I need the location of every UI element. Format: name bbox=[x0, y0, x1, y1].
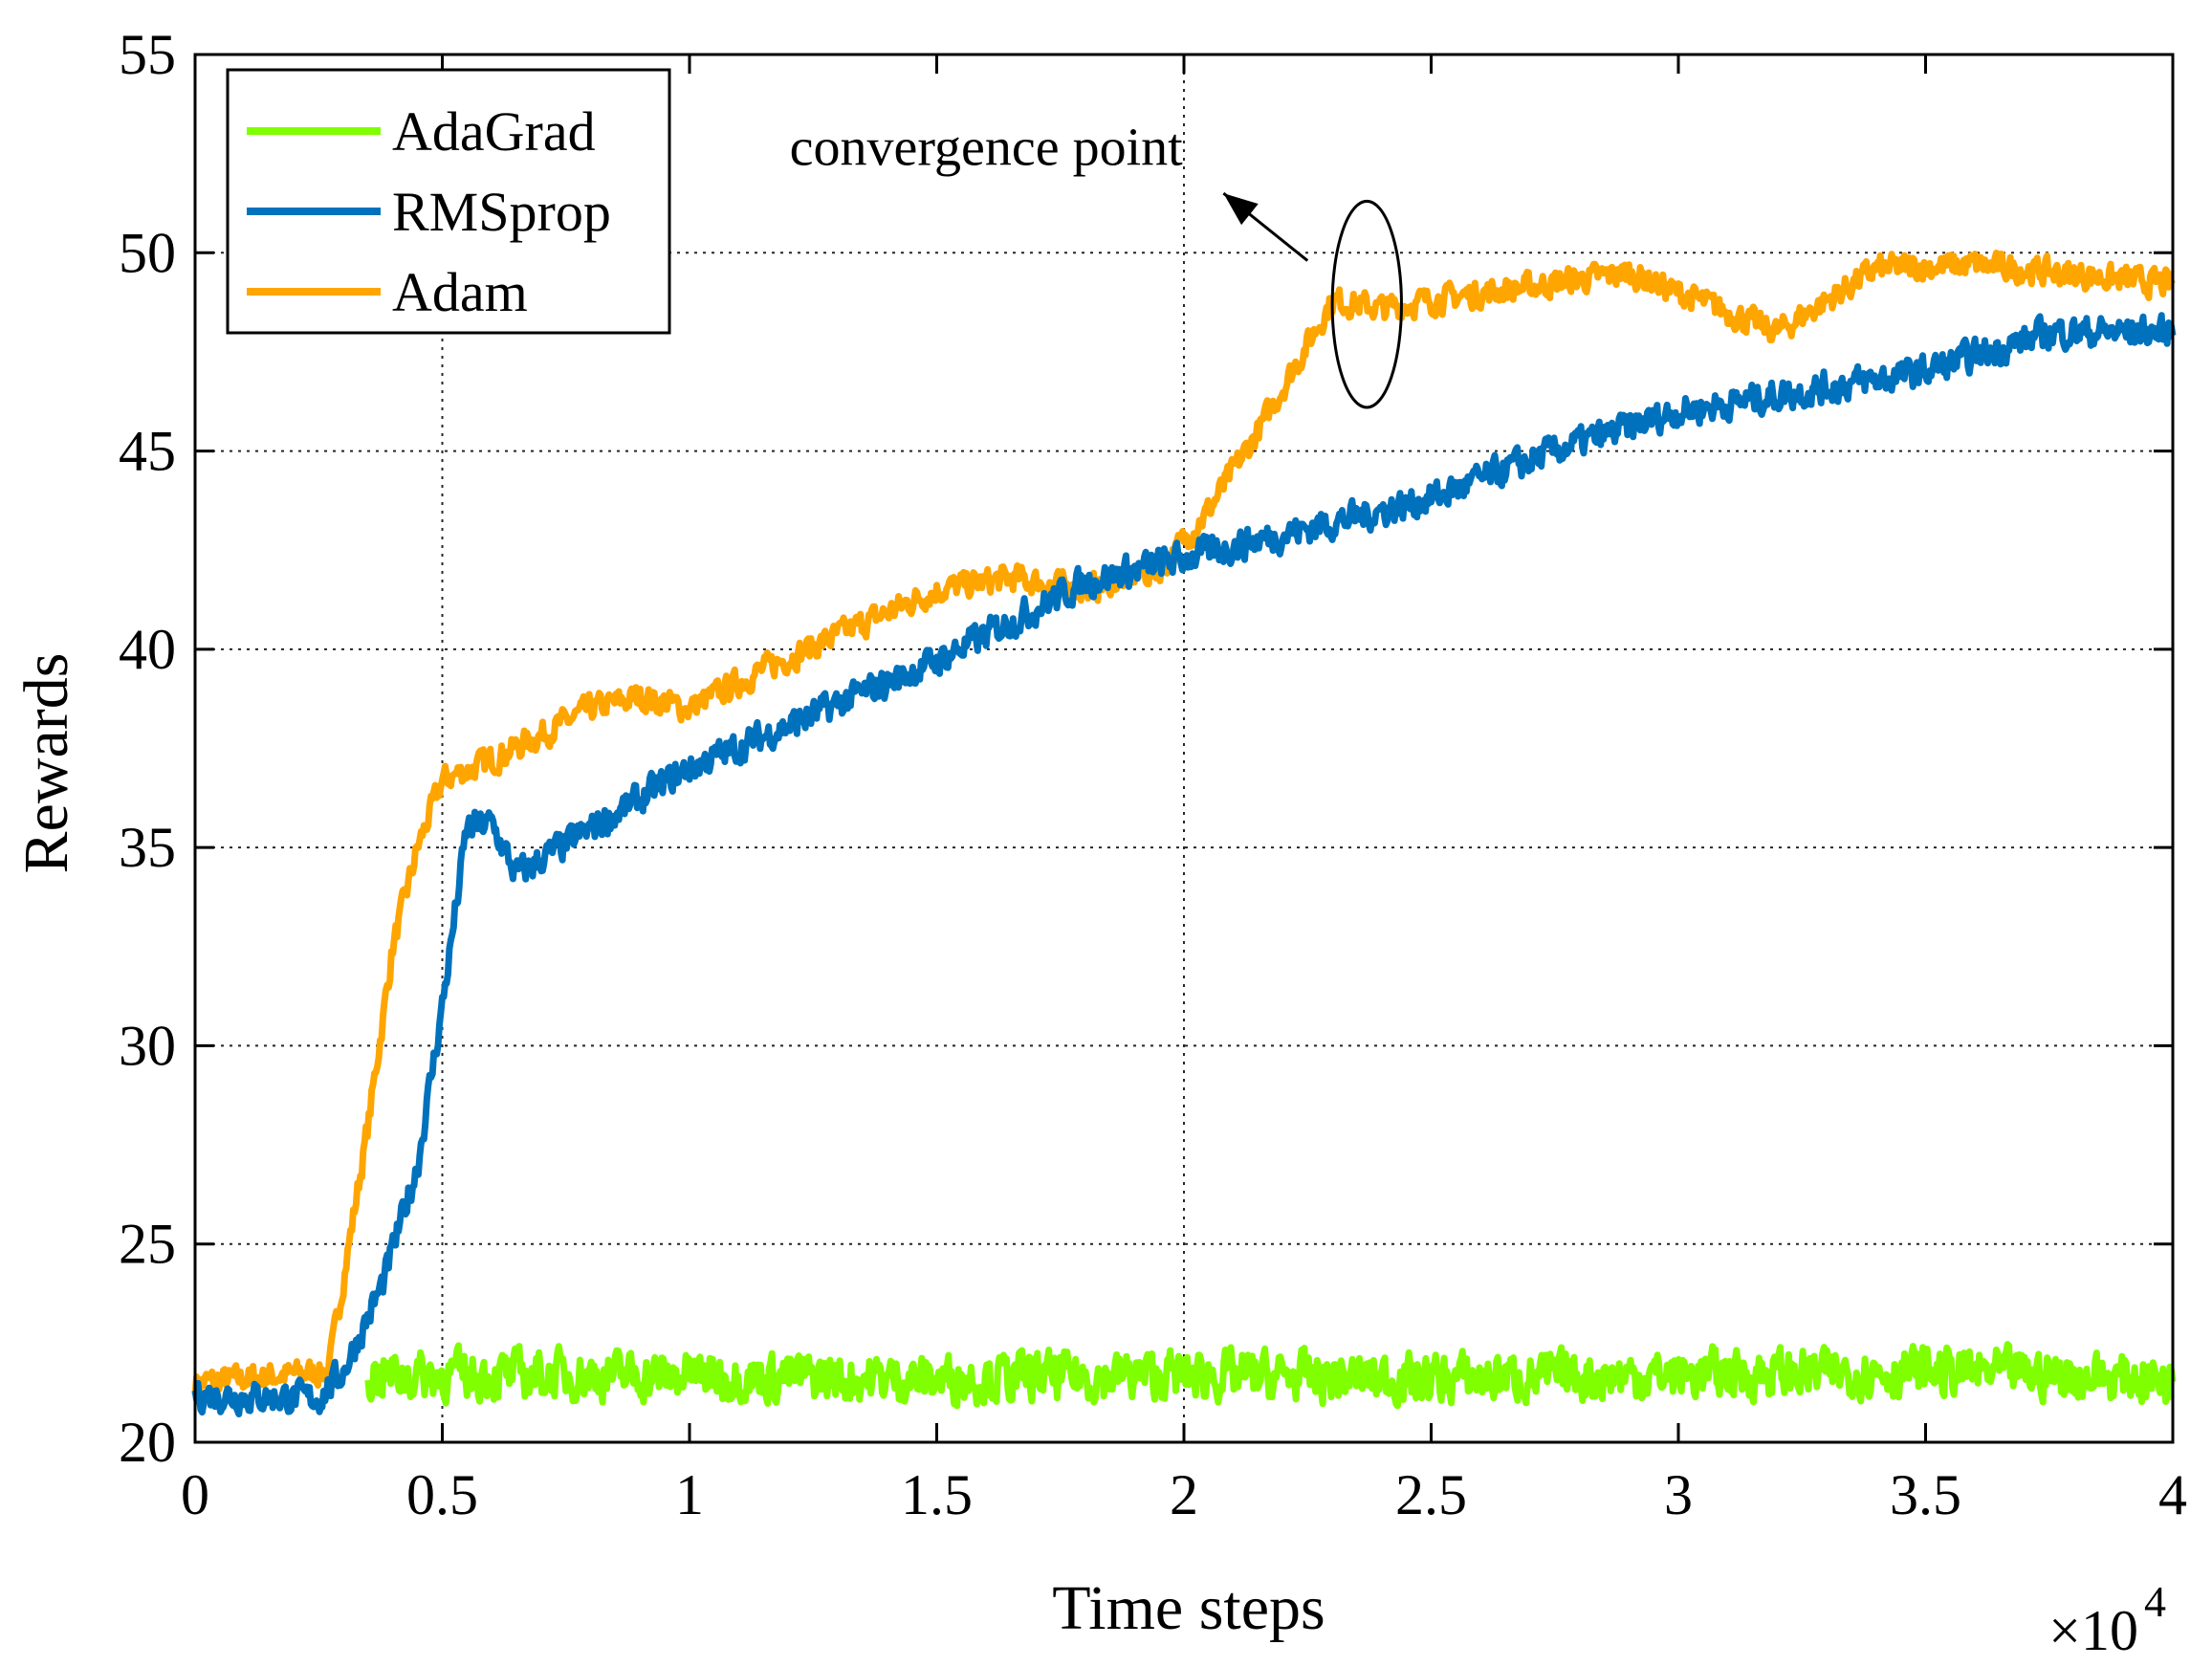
legend-label-adagrad: AdaGrad bbox=[392, 100, 596, 163]
x-tick-label: 3 bbox=[1664, 1463, 1693, 1526]
legend-label-adam: Adam bbox=[392, 261, 528, 323]
y-tick-label: 25 bbox=[119, 1213, 176, 1276]
y-tick-label: 40 bbox=[119, 618, 176, 681]
x-tick-label: 2 bbox=[1170, 1463, 1198, 1526]
series-line-rmsprop bbox=[191, 312, 2177, 1417]
series-line-adagrad bbox=[364, 1341, 2177, 1410]
y-tick-label: 20 bbox=[119, 1411, 176, 1474]
convergence-annotation-text: convergence point bbox=[790, 118, 1183, 177]
x-axis-title: Time steps bbox=[1052, 1573, 1325, 1643]
legend-label-rmsprop: RMSprop bbox=[392, 181, 611, 243]
x-tick-label: 1.5 bbox=[901, 1463, 973, 1526]
x-tick-label: 0.5 bbox=[406, 1463, 478, 1526]
legend: AdaGrad RMSprop Adam bbox=[226, 68, 671, 335]
y-tick-label: 50 bbox=[119, 221, 176, 284]
x-exponent-base: ×10 bbox=[2048, 1599, 2138, 1662]
annotation-arrow-head bbox=[1223, 193, 1259, 226]
plot-layer bbox=[191, 250, 2177, 1417]
x-exponent-power: 4 bbox=[2144, 1577, 2166, 1626]
x-exponent-label: ×10 4 bbox=[2048, 1577, 2166, 1662]
x-tick-label: 1 bbox=[675, 1463, 704, 1526]
y-tick-label: 30 bbox=[119, 1014, 176, 1077]
series-line-adam bbox=[191, 250, 2176, 1395]
y-tick-label: 35 bbox=[119, 816, 176, 879]
tick-layer: 0 0.5 1 1.5 2 2.5 3 3.5 4 20 25 30 35 40 45 50 55 bbox=[119, 23, 2187, 1526]
x-tick-label: 0 bbox=[181, 1463, 209, 1526]
y-tick-label: 45 bbox=[119, 420, 176, 483]
convergence-ellipse bbox=[1330, 199, 1403, 409]
x-tick-label: 3.5 bbox=[1890, 1463, 1961, 1526]
x-tick-label: 4 bbox=[2158, 1463, 2187, 1526]
y-axis-title: Rewards bbox=[11, 653, 81, 874]
y-tick-label: 55 bbox=[119, 23, 176, 86]
annotation-layer: convergence point bbox=[790, 118, 1403, 409]
x-tick-label: 2.5 bbox=[1395, 1463, 1467, 1526]
